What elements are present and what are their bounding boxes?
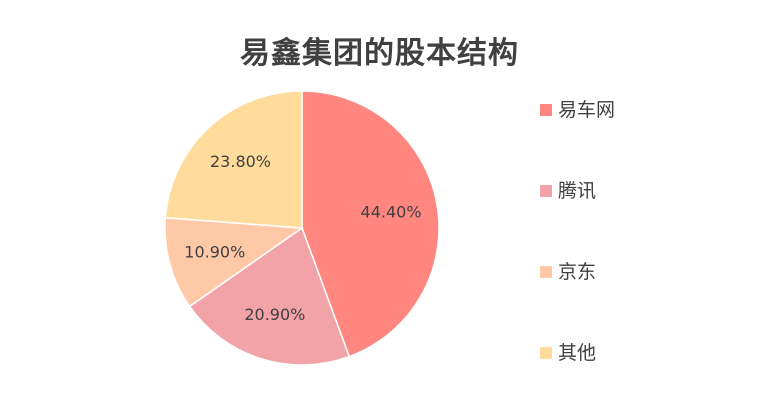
legend-swatch-2 <box>540 266 552 278</box>
pie-data-labels: 44.40% 20.90% 10.90% 23.80% <box>184 152 421 324</box>
pie-slice-0 <box>301 90 440 358</box>
slice-data-label-0: 44.40% <box>361 203 422 222</box>
legend-swatch-3 <box>540 347 552 359</box>
pie-slices <box>164 90 440 366</box>
pie-slice-3 <box>164 90 303 229</box>
legend-label-3: 其他 <box>558 342 596 364</box>
legend-swatch-0 <box>540 104 552 116</box>
legend-label-2: 京东 <box>558 261 596 283</box>
pie-slice-2 <box>164 216 305 308</box>
pie-slice-1 <box>188 226 351 366</box>
chart-title: 易鑫集团的股本结构 <box>240 36 519 71</box>
legend-label-0: 易车网 <box>558 99 615 121</box>
legend-swatch-1 <box>540 185 552 197</box>
slice-data-label-1: 20.90% <box>244 305 305 324</box>
slice-data-label-2: 10.90% <box>184 242 245 261</box>
slice-data-label-3: 23.80% <box>210 152 271 171</box>
legend-label-1: 腾讯 <box>558 180 596 202</box>
